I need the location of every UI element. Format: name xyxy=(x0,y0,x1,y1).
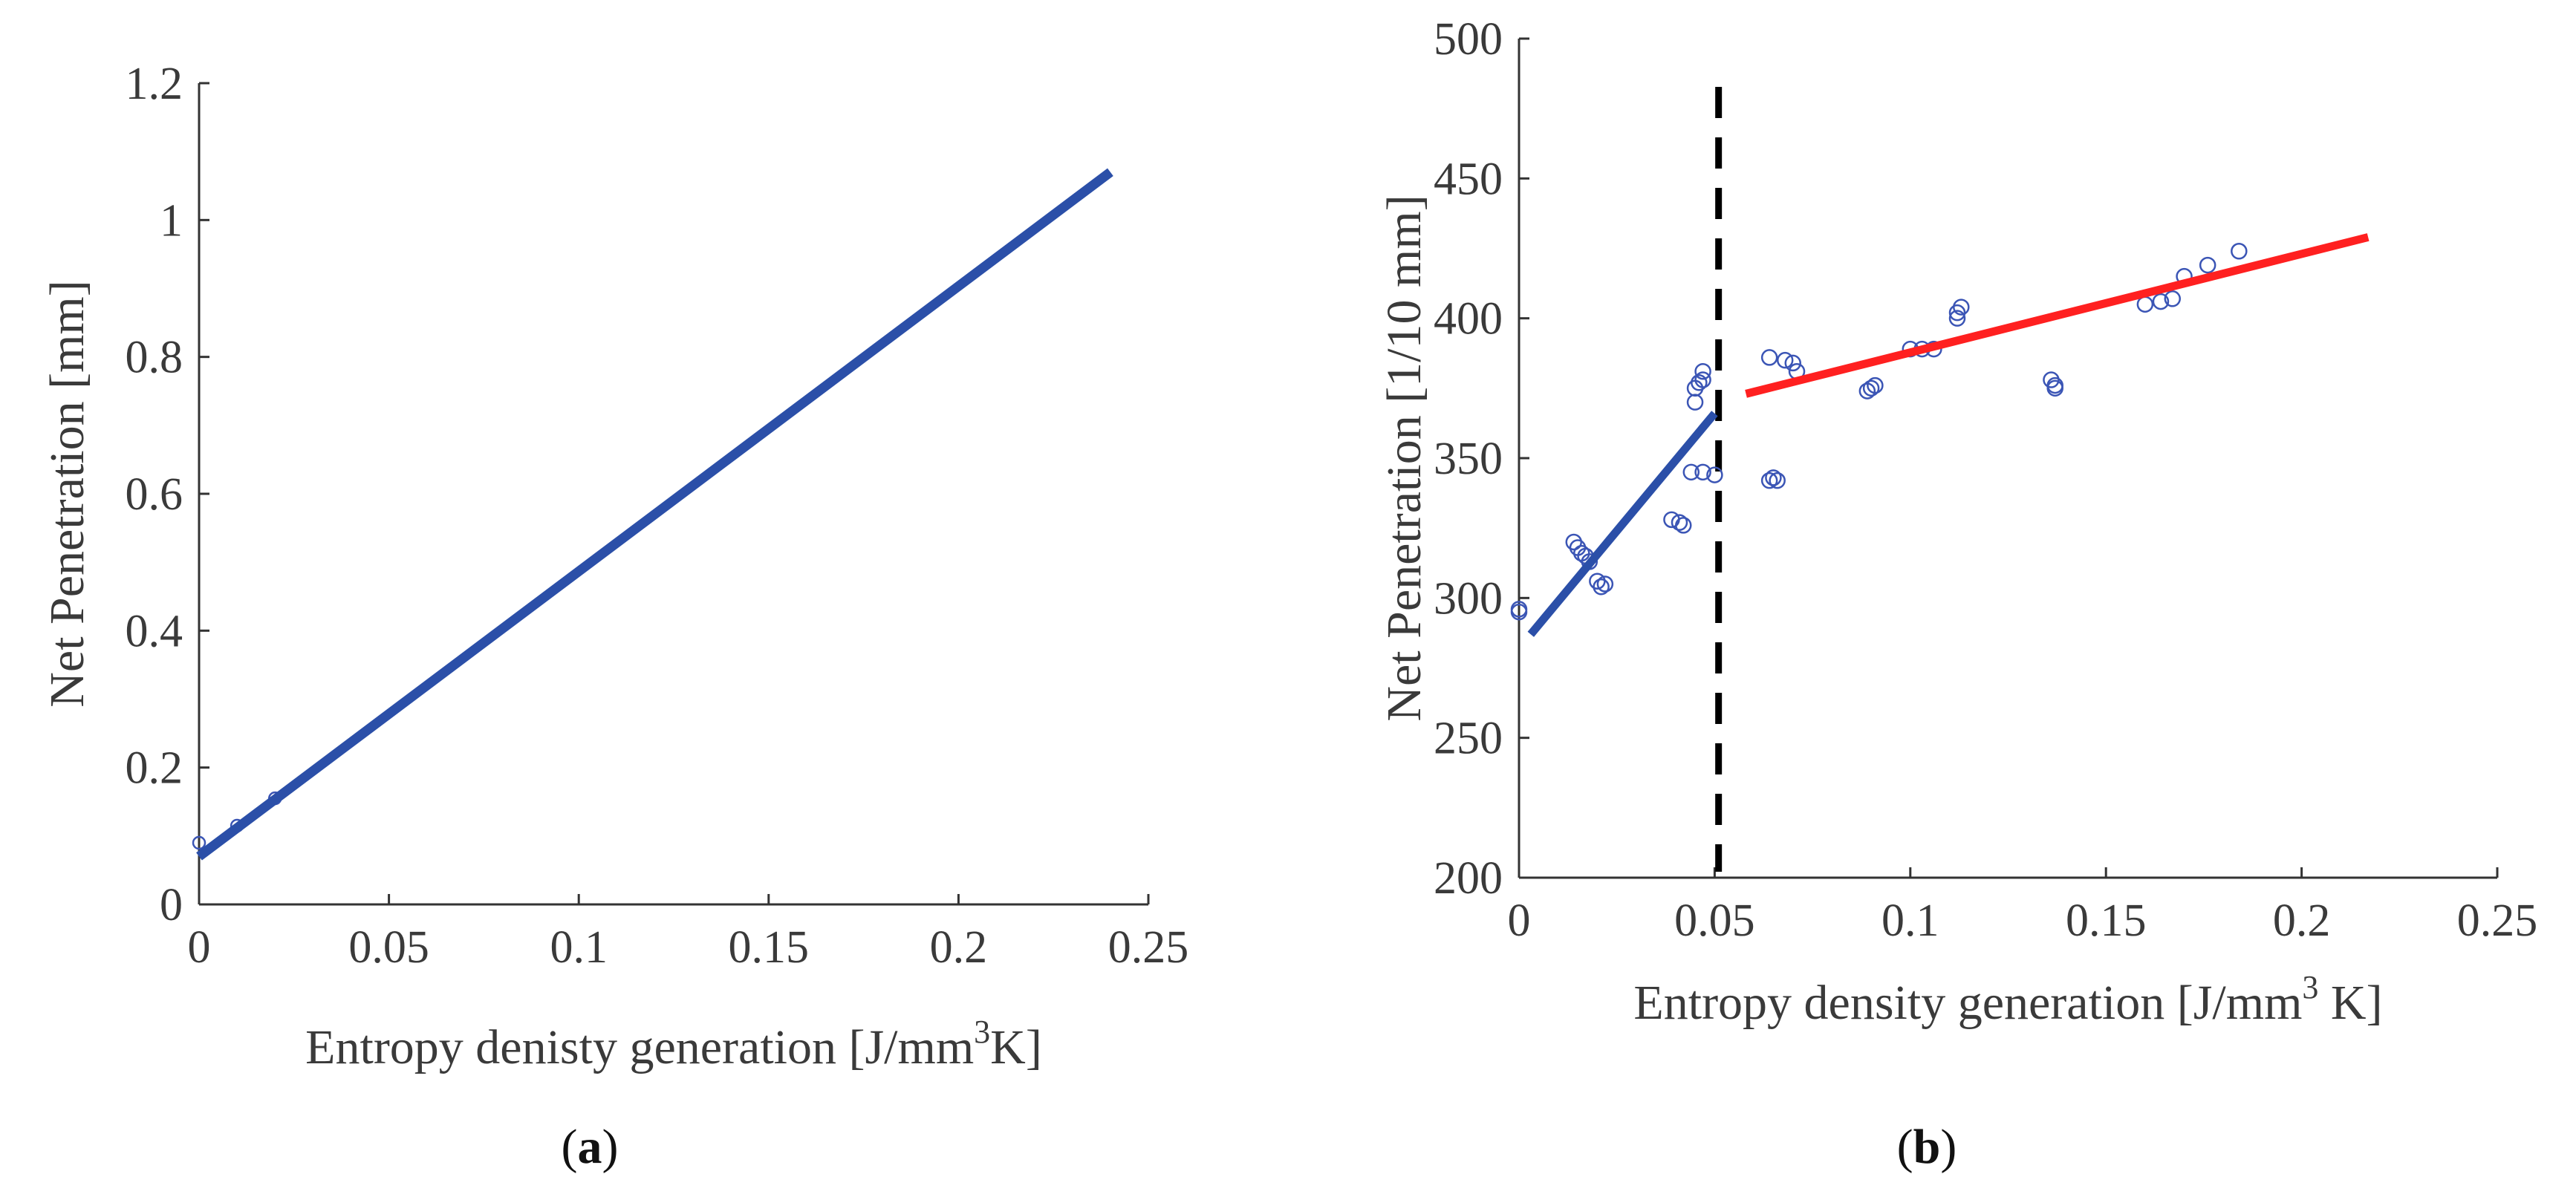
y-tick-label: 350 xyxy=(1434,434,1503,484)
x-tick-label: 0.15 xyxy=(729,922,810,973)
y-tick-label: 0.4 xyxy=(126,606,183,656)
data-point xyxy=(1593,578,1610,596)
x-axis-label: Entropy denisty generation [J/mm3K] xyxy=(305,1014,1042,1074)
y-tick-label: 500 xyxy=(1434,14,1503,65)
x-tick-label: 0.2 xyxy=(930,922,988,973)
data-point xyxy=(2046,379,2063,397)
x-tick-label: 0.1 xyxy=(1881,896,1939,946)
y-tick-label: 200 xyxy=(1434,853,1503,904)
fit-line xyxy=(1745,233,2370,398)
y-tick-label: 450 xyxy=(1434,154,1503,204)
x-tick-label: 0.25 xyxy=(2457,896,2538,946)
x-tick-label: 0.25 xyxy=(1108,922,1189,973)
data-point xyxy=(1706,466,1723,483)
data-point xyxy=(1769,472,1786,489)
x-tick-label: 0.1 xyxy=(550,922,608,973)
data-point xyxy=(1596,575,1614,593)
y-tick-label: 0.2 xyxy=(126,743,183,794)
fit-line xyxy=(196,168,1113,861)
data-point xyxy=(1694,463,1711,481)
y-tick-label: 300 xyxy=(1434,573,1503,624)
data-point xyxy=(1675,517,1692,534)
x-tick-label: 0.15 xyxy=(2066,896,2147,946)
x-tick-label: 0 xyxy=(1508,896,1531,946)
y-axis-label: Net Penetration [mm] xyxy=(40,280,94,708)
data-point xyxy=(2231,243,2248,260)
data-point xyxy=(1784,354,1802,372)
data-point xyxy=(1776,351,1794,369)
data-point xyxy=(1760,472,1778,489)
data-point xyxy=(1691,374,1708,391)
data-point xyxy=(192,835,206,850)
data-point xyxy=(2152,293,2170,310)
data-point xyxy=(2199,256,2216,274)
data-point xyxy=(1765,469,1782,486)
data-point xyxy=(1953,298,1970,316)
data-point xyxy=(1694,362,1711,380)
data-point xyxy=(1867,376,1884,394)
fit-line xyxy=(1527,411,1718,637)
data-point xyxy=(1510,603,1528,621)
panel-a-chart: 0 0.05 0.1 0.15 0.2 0.25 0 0.2 0.4 0.6 0.8 1 1.2 Entr… xyxy=(40,59,1188,1074)
data-point xyxy=(1694,371,1711,388)
y-tick-label: 0.6 xyxy=(126,469,183,520)
y-tick-label: 1.2 xyxy=(126,59,183,109)
data-point xyxy=(1671,514,1688,531)
y-axis-label: Net Penetration [1/10 mm] xyxy=(1377,195,1431,721)
x-axis-label: Entropy density generation [J/mm3 K] xyxy=(1633,969,2382,1030)
panel-b-caption: (b) xyxy=(1897,1120,1957,1174)
data-point xyxy=(1686,394,1704,411)
data-point xyxy=(1948,310,1966,327)
panel-a-caption: (a) xyxy=(562,1120,619,1174)
y-tick-label: 0 xyxy=(160,880,183,930)
y-tick-label: 250 xyxy=(1434,714,1503,764)
data-point xyxy=(2164,290,2182,307)
y-tick-label: 400 xyxy=(1434,294,1503,345)
data-point xyxy=(1682,463,1700,481)
x-tick-label: 0.05 xyxy=(348,922,429,973)
y-tick-label: 0.8 xyxy=(126,333,183,383)
panel-b-chart: 0 0.05 0.1 0.15 0.2 0.25 200 250 300 350 400 450 500… xyxy=(1377,14,2537,1030)
x-tick-label: 0.2 xyxy=(2273,896,2331,946)
y-tick-label: 1 xyxy=(160,195,183,246)
x-tick-label: 0.05 xyxy=(1674,896,1755,946)
x-tick-label: 0 xyxy=(188,922,211,973)
data-point xyxy=(1862,379,1880,397)
data-point xyxy=(1760,349,1778,366)
data-point xyxy=(2136,296,2154,313)
